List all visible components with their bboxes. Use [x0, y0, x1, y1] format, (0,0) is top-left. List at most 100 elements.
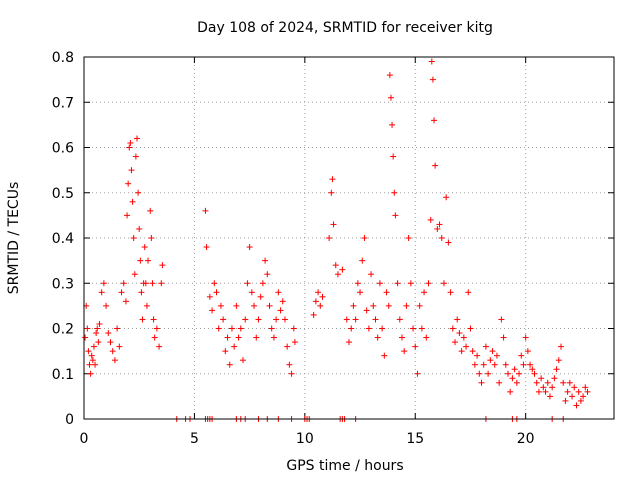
data-point: [460, 334, 467, 341]
data-point: [138, 289, 145, 296]
data-point: [259, 280, 266, 287]
data-point: [127, 139, 134, 146]
data-point: [85, 348, 92, 355]
data-point: [262, 257, 269, 264]
data-point: [217, 302, 224, 309]
data-point: [343, 316, 350, 323]
data-point: [332, 262, 339, 269]
data-point: [414, 370, 421, 377]
data-point: [118, 289, 125, 296]
x-tick-label: 10: [296, 431, 314, 447]
data-point: [445, 239, 452, 246]
data-point: [529, 366, 536, 373]
data-point: [96, 320, 103, 327]
data-point: [458, 348, 465, 355]
y-tick-label: 0.4: [52, 231, 74, 247]
data-point: [520, 361, 527, 368]
data-point: [248, 289, 255, 296]
data-point: [237, 325, 244, 332]
data-point: [363, 307, 370, 314]
data-point: [465, 289, 472, 296]
data-point: [220, 316, 227, 323]
data-point: [150, 316, 157, 323]
data-point: [273, 316, 280, 323]
data-point: [84, 325, 91, 332]
data-point: [120, 280, 127, 287]
data-point: [203, 244, 210, 251]
data-point: [339, 266, 346, 273]
data-point: [88, 352, 95, 359]
data-point: [480, 361, 487, 368]
data-point: [240, 357, 246, 364]
data-point: [569, 393, 576, 400]
data-point: [255, 316, 262, 323]
data-point: [516, 370, 523, 377]
y-tick-label: 0.7: [52, 95, 74, 111]
data-point: [93, 330, 100, 337]
data-point: [286, 361, 293, 368]
data-point: [500, 334, 507, 341]
data-point: [524, 348, 531, 355]
data-point: [132, 153, 139, 160]
data-point: [531, 370, 538, 377]
data-point: [148, 235, 155, 241]
data-point: [434, 225, 441, 232]
plot-frame: [83, 56, 615, 420]
data-point: [128, 167, 135, 174]
data-point: [555, 357, 562, 364]
data-point: [491, 361, 498, 368]
data-point: [428, 58, 435, 65]
data-point: [109, 348, 116, 355]
data-point: [456, 330, 463, 337]
data-point: [535, 388, 542, 395]
data-point: [87, 370, 94, 377]
data-point: [412, 343, 419, 350]
data-point: [385, 302, 392, 309]
data-point: [372, 316, 379, 323]
x-axis-label: GPS time / hours: [286, 458, 403, 474]
data-point: [381, 352, 388, 359]
data-point: [549, 384, 556, 391]
data-point: [310, 311, 317, 318]
data-point: [141, 244, 148, 251]
data-point: [365, 325, 372, 332]
data-point: [387, 94, 394, 101]
y-tick-label: 0.1: [52, 367, 74, 383]
data-point: [346, 339, 352, 346]
data-point: [151, 334, 158, 341]
data-point: [401, 348, 408, 355]
data-point: [233, 302, 240, 309]
data-point: [436, 221, 443, 228]
data-point: [390, 153, 397, 160]
data-point: [421, 289, 428, 296]
data-point: [348, 325, 355, 332]
data-point: [562, 397, 569, 404]
data-point: [95, 339, 102, 346]
data-points: [82, 58, 591, 422]
data-point: [482, 343, 489, 350]
x-tick-label: 20: [517, 431, 535, 447]
axis-ticks: 0 0.1 0.2 0.3 0.4 0.5 0.6 0.7 0.8 0 5 10 15 20: [52, 50, 614, 447]
x-tick-label: 0: [80, 431, 89, 447]
data-point: [389, 121, 396, 128]
data-point: [98, 289, 105, 296]
data-point: [86, 361, 93, 368]
data-point: [153, 325, 160, 332]
data-point: [89, 357, 96, 364]
data-point: [383, 289, 390, 296]
data-point: [403, 302, 410, 309]
data-point: [463, 343, 470, 350]
data-point: [202, 207, 209, 214]
data-point: [386, 72, 393, 79]
data-point: [431, 117, 438, 124]
data-point: [438, 235, 445, 241]
data-point: [416, 302, 423, 309]
data-point: [114, 325, 121, 332]
data-point: [209, 307, 216, 314]
data-point: [213, 289, 220, 296]
data-point: [143, 302, 150, 309]
data-point: [211, 280, 218, 287]
data-point: [105, 330, 112, 337]
data-point: [268, 325, 275, 332]
